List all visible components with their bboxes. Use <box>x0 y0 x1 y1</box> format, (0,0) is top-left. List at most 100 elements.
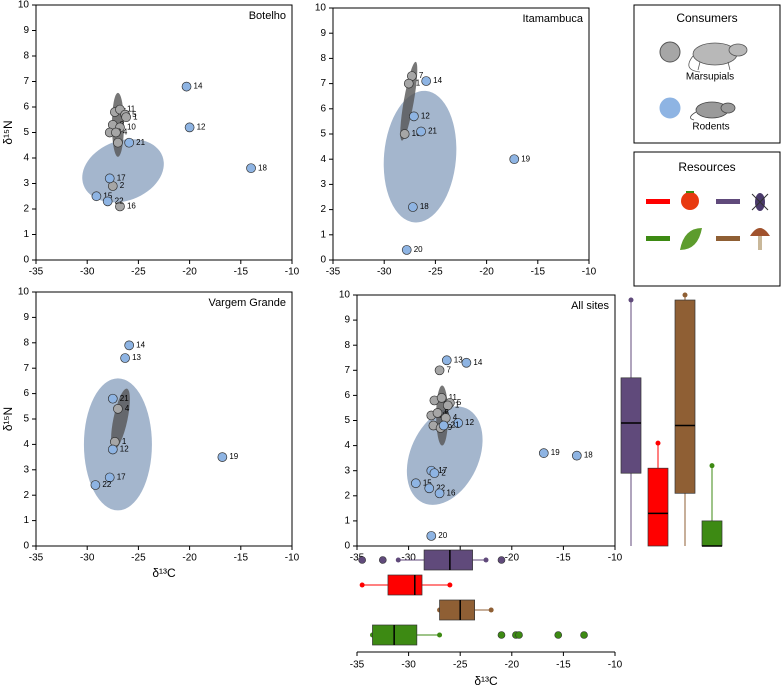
data-point <box>181 81 192 92</box>
y-tick-label: 0 <box>344 541 350 552</box>
point-label: 19 <box>229 452 238 461</box>
point-label: 16 <box>127 202 136 211</box>
y-tick-label: 10 <box>18 0 30 11</box>
point-label: 2 <box>441 468 446 477</box>
x-tick-label: -15 <box>556 660 571 671</box>
data-point <box>410 478 421 489</box>
x-tick-label: -20 <box>505 553 520 564</box>
x-axis-label: δ¹³C <box>474 674 498 688</box>
y-tick-label: 4 <box>23 153 29 164</box>
y-tick-label: 1 <box>320 229 326 240</box>
x-tick-label: -30 <box>80 553 95 564</box>
x-tick-label: -25 <box>453 660 468 671</box>
data-point <box>409 111 419 122</box>
data-point <box>399 129 410 139</box>
outlier <box>358 556 366 564</box>
y-tick-label: 4 <box>344 440 350 451</box>
data-point <box>571 450 582 461</box>
y-tick-label: 1 <box>23 229 29 240</box>
point-label: 10 <box>412 129 421 138</box>
y-tick-label: 7 <box>320 78 326 89</box>
resources-legend-frame <box>633 151 781 287</box>
point-label: 17 <box>117 174 126 183</box>
outlier <box>515 631 523 639</box>
x-tick-label: -35 <box>29 553 44 564</box>
outlier <box>580 631 588 639</box>
y-tick-label: 6 <box>23 102 29 113</box>
point-label: 4 <box>453 413 458 422</box>
y-tick-label: 6 <box>344 390 350 401</box>
data-point <box>421 76 432 86</box>
point-label: 2 <box>120 181 125 190</box>
y-tick-label: 7 <box>23 363 29 374</box>
data-point <box>441 355 452 366</box>
x-tick-label: -10 <box>608 553 623 564</box>
y-tick-label: 8 <box>320 53 326 64</box>
y-tick-label: 9 <box>320 28 326 39</box>
y-tick-label: 5 <box>23 127 29 138</box>
data-point <box>416 126 426 137</box>
x-tick-label: -20 <box>182 553 197 564</box>
point-label: 15 <box>423 478 432 487</box>
point-label: 13 <box>132 353 141 362</box>
consumers-legend-frame <box>633 4 781 144</box>
point-label: 14 <box>194 82 203 91</box>
y-tick-label: 10 <box>18 287 30 298</box>
whisker-cap <box>483 557 489 563</box>
x-axis-label: δ¹³C <box>152 566 176 580</box>
x-tick-label: -15 <box>531 267 546 278</box>
data-point <box>408 202 418 212</box>
point-label: 11 <box>449 393 458 402</box>
point-label: 9 <box>448 423 453 432</box>
point-label: 21 <box>136 138 145 147</box>
box <box>620 377 642 474</box>
whisker-cap <box>682 292 688 298</box>
box <box>423 549 473 571</box>
data-point <box>403 78 414 89</box>
box <box>701 520 723 547</box>
y-tick-label: 10 <box>339 290 351 301</box>
box <box>674 299 696 494</box>
data-point <box>429 468 440 479</box>
whisker-cap <box>628 297 634 303</box>
point-label: 21 <box>428 127 437 136</box>
data-point <box>107 444 118 455</box>
point-label: 18 <box>420 202 429 211</box>
data-point <box>246 163 256 174</box>
y-tick-label: 6 <box>320 103 326 114</box>
data-point <box>434 365 445 376</box>
marsupial-icon <box>688 42 748 73</box>
data-point <box>509 154 520 165</box>
y-tick-label: 2 <box>23 204 29 215</box>
point-label: 17 <box>117 473 126 482</box>
panel-title: Vargem Grande <box>209 297 286 309</box>
data-point <box>426 531 437 541</box>
point-label: 22 <box>102 480 111 489</box>
y-tick-label: 0 <box>23 255 29 266</box>
point-label: 1 <box>122 437 127 446</box>
legend-label: Rodents <box>692 122 729 133</box>
whisker-cap <box>655 440 661 446</box>
x-tick-label: -10 <box>285 553 300 564</box>
y-tick-label: 6 <box>23 388 29 399</box>
point-label: 5 <box>457 398 462 407</box>
y-axis-label: δ¹⁵N <box>1 120 15 144</box>
point-label: 12 <box>197 123 206 132</box>
data-point <box>102 196 113 207</box>
y-tick-label: 4 <box>320 154 326 165</box>
box <box>439 599 475 621</box>
whisker-cap <box>359 582 365 588</box>
point-label: 8 <box>444 408 449 417</box>
outlier <box>497 556 506 564</box>
isotopic-niche-ellipse <box>111 388 130 450</box>
data-point <box>124 340 135 351</box>
data-point <box>91 191 102 202</box>
point-label: 19 <box>551 448 560 457</box>
legend-marker <box>659 41 681 63</box>
point-label: 11 <box>127 105 136 114</box>
point-label: 19 <box>521 154 530 163</box>
point-label: 20 <box>414 245 423 254</box>
y-tick-label: 7 <box>344 365 350 376</box>
point-label: 10 <box>127 123 136 132</box>
